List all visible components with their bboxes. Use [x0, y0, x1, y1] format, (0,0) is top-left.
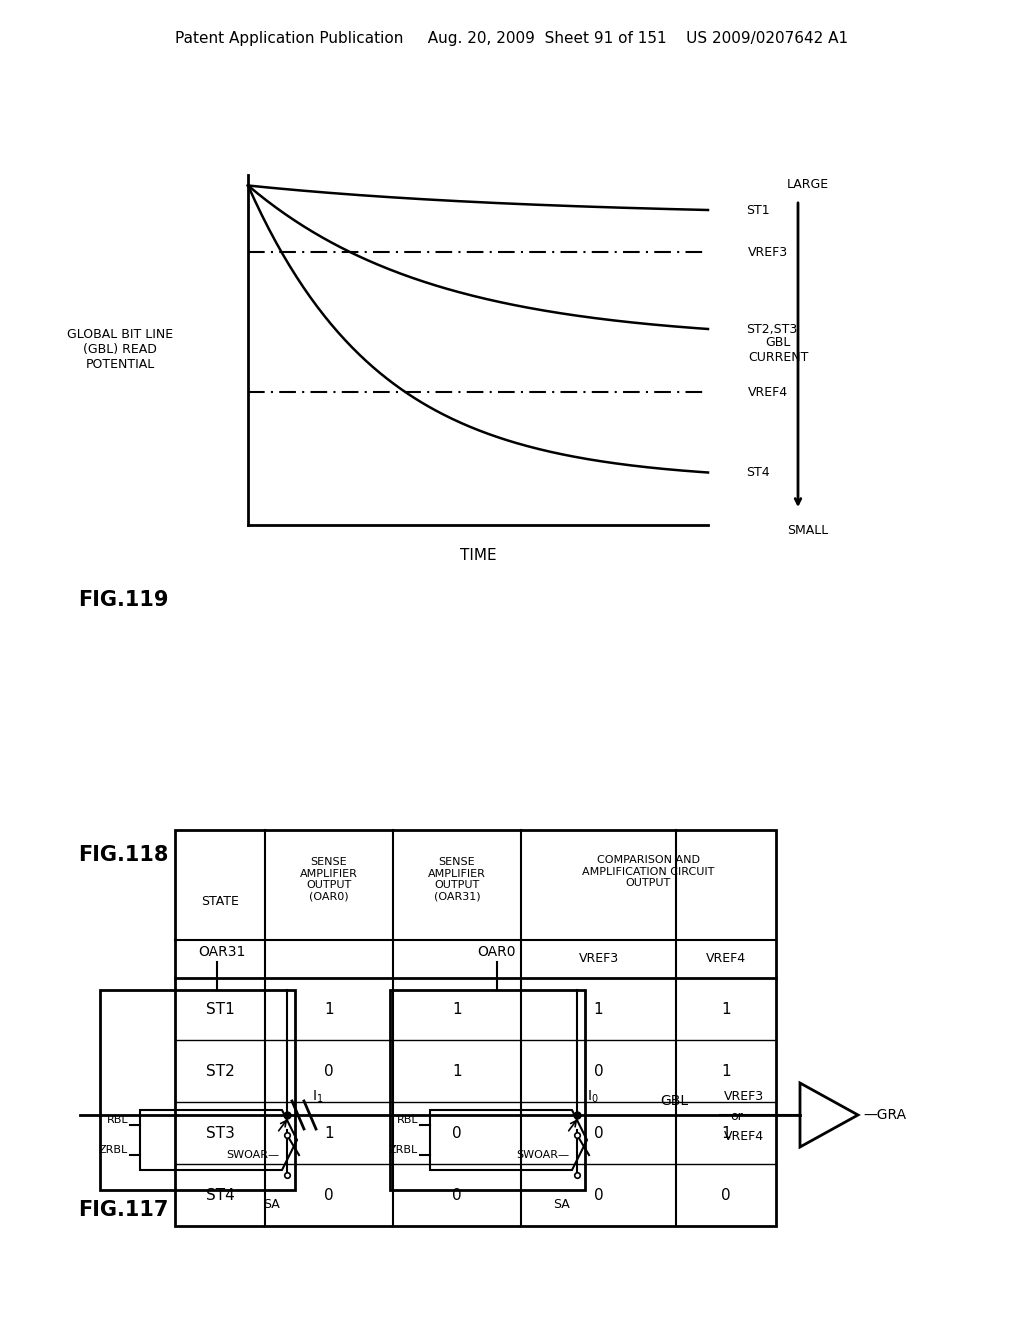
Text: ST1: ST1: [746, 203, 770, 216]
Bar: [175, 830, 776, 1226]
Text: VREF4: VREF4: [706, 953, 746, 965]
Text: 0: 0: [325, 1064, 334, 1078]
Bar: [100, 990, 295, 1191]
Text: FIG.118: FIG.118: [78, 845, 168, 865]
Text: ST4: ST4: [746, 466, 770, 479]
Text: RBL: RBL: [106, 1115, 128, 1125]
Text: —GRA: —GRA: [863, 1107, 906, 1122]
Text: ZRBL: ZRBL: [98, 1144, 128, 1155]
Text: SENSE
AMPLIFIER
OUTPUT
(OAR31): SENSE AMPLIFIER OUTPUT (OAR31): [428, 857, 486, 902]
Text: VREF3: VREF3: [748, 246, 788, 259]
Text: 1: 1: [453, 1064, 462, 1078]
Text: SENSE
AMPLIFIER
OUTPUT
(OAR0): SENSE AMPLIFIER OUTPUT (OAR0): [300, 857, 358, 902]
Text: COMPARISON AND
AMPLIFICATION CIRCUIT
OUTPUT: COMPARISON AND AMPLIFICATION CIRCUIT OUT…: [583, 855, 715, 888]
Text: Patent Application Publication     Aug. 20, 2009  Sheet 91 of 151    US 2009/020: Patent Application Publication Aug. 20, …: [175, 30, 849, 45]
Text: SWOAR—: SWOAR—: [516, 1150, 569, 1160]
Bar: [390, 990, 585, 1191]
Text: ST1: ST1: [206, 1002, 234, 1016]
Text: ST2: ST2: [206, 1064, 234, 1078]
Text: RBL: RBL: [396, 1115, 418, 1125]
Text: ST4: ST4: [206, 1188, 234, 1203]
Text: 1: 1: [325, 1126, 334, 1140]
Text: 0: 0: [325, 1188, 334, 1203]
Text: VREF3: VREF3: [724, 1090, 764, 1104]
Text: 1: 1: [325, 1002, 334, 1016]
Text: 1: 1: [721, 1064, 731, 1078]
Text: ZRBL: ZRBL: [389, 1144, 418, 1155]
Text: 0: 0: [594, 1064, 603, 1078]
Text: SMALL: SMALL: [787, 524, 828, 536]
Text: GBL
CURRENT: GBL CURRENT: [748, 337, 808, 364]
Text: SWOAR—: SWOAR—: [226, 1150, 279, 1160]
Text: 0: 0: [721, 1188, 731, 1203]
Text: 1: 1: [721, 1002, 731, 1016]
Text: GBL: GBL: [660, 1094, 688, 1107]
Text: 1: 1: [721, 1126, 731, 1140]
Text: I$_1$: I$_1$: [312, 1089, 324, 1105]
Text: VREF4: VREF4: [748, 385, 788, 399]
Text: FIG.117: FIG.117: [78, 1200, 168, 1220]
Text: LARGE: LARGE: [786, 178, 829, 191]
Text: SA: SA: [263, 1199, 281, 1212]
Text: ST2,ST3: ST2,ST3: [746, 322, 798, 335]
Text: OAR31: OAR31: [199, 945, 246, 960]
Text: 0: 0: [594, 1126, 603, 1140]
Text: or: or: [730, 1110, 742, 1123]
Text: 1: 1: [594, 1002, 603, 1016]
Text: VREF3: VREF3: [579, 953, 618, 965]
Text: ST3: ST3: [206, 1126, 234, 1140]
Text: I$_0$: I$_0$: [587, 1089, 599, 1105]
Text: FIG.119: FIG.119: [78, 590, 169, 610]
Text: STATE: STATE: [201, 895, 239, 908]
Text: 0: 0: [453, 1188, 462, 1203]
Text: OAR0: OAR0: [478, 945, 516, 960]
Text: SA: SA: [554, 1199, 570, 1212]
Text: 0: 0: [594, 1188, 603, 1203]
Text: GLOBAL BIT LINE
(GBL) READ
POTENTIAL: GLOBAL BIT LINE (GBL) READ POTENTIAL: [67, 329, 173, 371]
Text: TIME: TIME: [460, 548, 497, 562]
Text: VREF4: VREF4: [724, 1130, 764, 1143]
Text: 1: 1: [453, 1002, 462, 1016]
Text: 0: 0: [453, 1126, 462, 1140]
